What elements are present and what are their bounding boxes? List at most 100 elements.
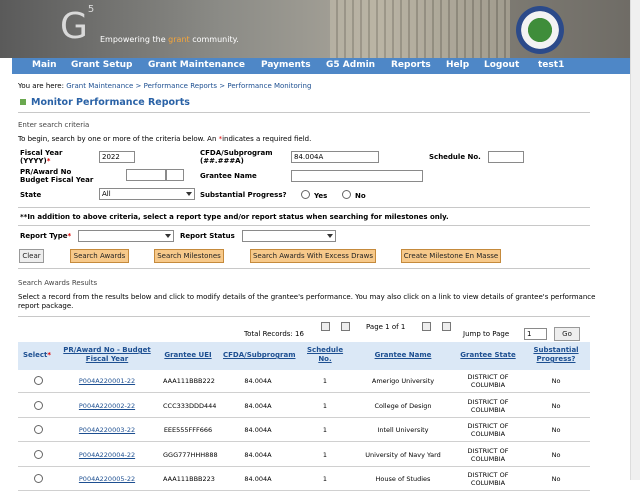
table-cell: No bbox=[551, 401, 561, 410]
table-cell: CCC333DDD444 bbox=[163, 401, 217, 410]
divider bbox=[18, 316, 590, 317]
logo: G5 bbox=[60, 4, 94, 47]
fiscal-year-label: Fiscal Year (YYYY)* bbox=[20, 149, 90, 165]
nav-item[interactable]: Grant Maintenance bbox=[148, 60, 245, 70]
logo-text: G bbox=[60, 6, 88, 47]
table-cell: EEE555FFF666 bbox=[163, 426, 213, 434]
table-cell: 84.004A bbox=[244, 426, 272, 434]
create-milestone-button[interactable]: Create Milestone En Masse bbox=[401, 249, 501, 263]
schedule-input[interactable] bbox=[488, 151, 524, 163]
report-type-label: Report Type* bbox=[20, 232, 71, 240]
nav-item[interactable]: Logout bbox=[484, 60, 520, 70]
search-awards-button[interactable]: Search Awards bbox=[70, 249, 129, 263]
divider bbox=[18, 268, 590, 269]
radio-no[interactable] bbox=[342, 190, 351, 199]
required-mark: * bbox=[67, 232, 72, 240]
nav-bar: Main Grant Setup Grant Maintenance Payments… bbox=[12, 58, 630, 74]
breadcrumb-separator: > bbox=[135, 82, 142, 90]
column-header[interactable]: Grantee State bbox=[452, 351, 524, 360]
nav-item[interactable]: test1 bbox=[538, 60, 565, 70]
results-description: Select a record from the results below a… bbox=[18, 293, 596, 310]
row-divider bbox=[18, 392, 590, 393]
row-radio[interactable] bbox=[34, 400, 43, 410]
table-cell: 1 bbox=[322, 377, 328, 385]
row-radio[interactable] bbox=[34, 376, 43, 385]
cfda-input[interactable]: 84.004A bbox=[291, 151, 379, 163]
instructions: To begin, search by one or more of the c… bbox=[18, 135, 311, 143]
table-cell: Intell University bbox=[377, 426, 429, 434]
table-cell: DISTRICT OF COLUMBIA bbox=[467, 422, 509, 438]
fiscal-year-input[interactable]: 2022 bbox=[99, 151, 135, 163]
last-page[interactable] bbox=[442, 322, 451, 331]
report-type-select[interactable] bbox=[78, 230, 174, 242]
header-text: Grantee State bbox=[460, 351, 516, 359]
report-status-select[interactable] bbox=[242, 230, 336, 242]
column-header[interactable]: PR/Award No - Budget Fiscal Year bbox=[59, 346, 155, 364]
row-divider bbox=[18, 441, 590, 442]
table-cell: No bbox=[551, 450, 561, 459]
total-label: Total Records: bbox=[244, 330, 293, 338]
label-text: Report Type bbox=[20, 232, 68, 240]
table-cell: DISTRICT OF COLUMBIA bbox=[467, 373, 509, 389]
progress-label: Substantial Progress? bbox=[200, 191, 287, 199]
award-link[interactable]: P004A220002-22 bbox=[78, 401, 136, 410]
column-header[interactable]: CFDA/Subprogram bbox=[223, 351, 296, 360]
column-header[interactable]: Grantee UEI bbox=[163, 351, 213, 360]
breadcrumb-link[interactable]: Performance Monitoring bbox=[227, 82, 312, 90]
cfda-label: CFDA/Subprogram (##.###A) bbox=[200, 149, 273, 165]
table-cell: 1 bbox=[322, 450, 328, 459]
logo-sup: 5 bbox=[87, 4, 95, 15]
clear-button[interactable]: Clear bbox=[19, 249, 44, 263]
grantee-name-input[interactable] bbox=[291, 170, 423, 182]
nav-item[interactable]: Payments bbox=[261, 60, 311, 70]
breadcrumb-link[interactable]: Performance Reports bbox=[143, 82, 218, 90]
table-cell: House of Studies bbox=[375, 475, 431, 483]
nav-item[interactable]: Grant Setup bbox=[71, 60, 133, 70]
nav-item[interactable]: Help bbox=[446, 60, 470, 70]
award-link[interactable]: P004A220001-22 bbox=[78, 377, 136, 385]
page-title: Monitor Performance Reports bbox=[31, 97, 190, 108]
nav-item[interactable]: Main bbox=[32, 60, 57, 70]
prev-page[interactable] bbox=[341, 322, 350, 331]
next-page[interactable] bbox=[422, 322, 431, 331]
scrollbar[interactable] bbox=[630, 0, 640, 480]
table-cell: No bbox=[551, 377, 561, 385]
column-header[interactable]: Grantee Name bbox=[358, 351, 448, 360]
row-radio[interactable] bbox=[34, 474, 43, 483]
column-header[interactable]: Substantial Progress? bbox=[526, 346, 586, 364]
go-button[interactable]: Go bbox=[554, 327, 580, 341]
budget-year-input[interactable] bbox=[166, 169, 184, 181]
jump-input[interactable]: 1 bbox=[524, 328, 547, 340]
table-cell: Amerigo University bbox=[371, 377, 435, 385]
seal bbox=[516, 6, 564, 54]
header-text: Schedule No. bbox=[307, 346, 344, 363]
divider bbox=[18, 225, 590, 226]
award-link[interactable]: P004A220003-22 bbox=[78, 426, 136, 434]
column-header[interactable]: Schedule No. bbox=[307, 346, 343, 364]
required-mark: * bbox=[218, 135, 223, 143]
radio-yes[interactable] bbox=[301, 190, 310, 199]
tagline-em: grant bbox=[168, 35, 190, 44]
pr-award-input[interactable] bbox=[126, 169, 166, 181]
table-cell: 84.004A bbox=[244, 377, 272, 385]
nav-item[interactable]: Reports bbox=[391, 60, 431, 70]
tagline: Empowering the grant community. bbox=[100, 35, 239, 44]
required-mark: * bbox=[46, 157, 51, 165]
table-cell: 1 bbox=[322, 475, 328, 483]
award-link[interactable]: P004A220004-22 bbox=[78, 450, 136, 459]
title-icon bbox=[20, 99, 26, 105]
search-milestones-button[interactable]: Search Milestones bbox=[154, 249, 224, 263]
state-select[interactable]: All bbox=[99, 188, 195, 200]
header-text: Grantee Name bbox=[374, 351, 432, 359]
award-link[interactable]: P004A220005-22 bbox=[78, 475, 136, 483]
table-cell: 84.004A bbox=[244, 475, 272, 483]
row-radio[interactable] bbox=[34, 425, 43, 434]
breadcrumb-link[interactable]: Grant Maintenance bbox=[66, 82, 134, 90]
total-value: 16 bbox=[295, 330, 304, 338]
report-status-label: Report Status bbox=[180, 232, 235, 240]
row-radio[interactable] bbox=[34, 449, 43, 459]
excess-draws-button[interactable]: Search Awards With Excess Draws bbox=[250, 249, 376, 263]
state-label: State bbox=[20, 191, 42, 199]
first-page[interactable] bbox=[321, 322, 330, 331]
nav-item[interactable]: G5 Admin bbox=[326, 60, 376, 70]
